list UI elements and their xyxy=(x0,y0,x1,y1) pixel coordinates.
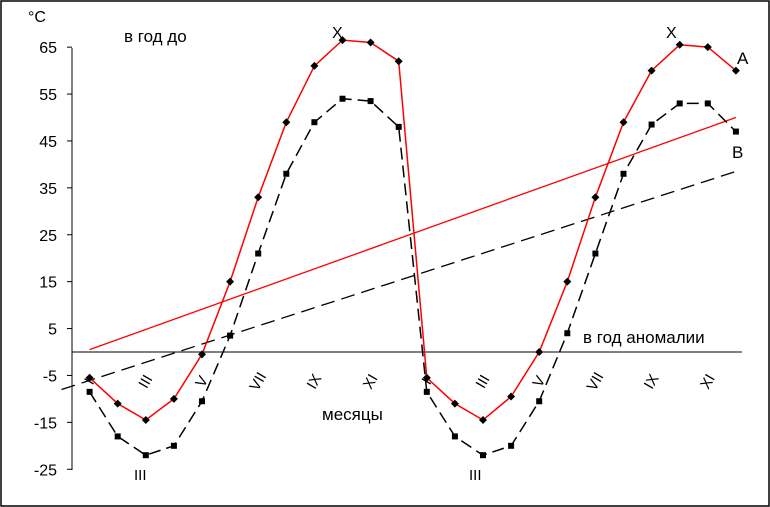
point-a xyxy=(338,36,347,45)
point-b xyxy=(676,100,683,107)
point-a xyxy=(647,66,656,75)
point-a xyxy=(254,193,263,202)
point-b xyxy=(367,98,374,105)
series-line-group xyxy=(88,39,737,457)
point-b xyxy=(227,332,234,339)
point-a xyxy=(169,394,178,403)
series-line-b xyxy=(88,97,737,457)
point-b xyxy=(423,388,430,395)
point-a xyxy=(85,373,94,382)
point-a xyxy=(226,277,235,286)
point-a xyxy=(366,38,375,47)
point-b xyxy=(648,121,655,128)
trough-marker-1: III xyxy=(134,467,147,484)
point-a xyxy=(198,350,206,359)
point-a xyxy=(507,392,516,401)
point-a xyxy=(675,40,684,49)
month-tick-label: VII xyxy=(246,370,270,394)
peak-marker-2: X xyxy=(666,25,677,42)
y-tick-label: 35 xyxy=(39,181,57,198)
unit-label: °C xyxy=(28,9,46,26)
point-b xyxy=(199,398,205,405)
series-marker-group xyxy=(85,36,740,459)
point-a xyxy=(563,277,572,286)
y-tick-label: 65 xyxy=(39,40,57,57)
point-a xyxy=(282,118,291,127)
y-tick-label: 55 xyxy=(39,87,57,104)
y-tick-label: -25 xyxy=(34,462,57,479)
series-line-a xyxy=(89,39,737,421)
annotation-year-before: в год до xyxy=(124,27,187,46)
point-b xyxy=(283,170,290,177)
point-b xyxy=(170,442,177,449)
y-tick-group: 65 55 45 35 25 15 5 -5 -15 -25 xyxy=(34,40,72,479)
point-b xyxy=(339,95,346,102)
annotation-months: месяцы xyxy=(322,405,383,424)
point-a xyxy=(731,66,740,75)
point-b xyxy=(732,128,739,135)
point-b xyxy=(255,250,262,257)
series-a-label: A xyxy=(737,49,749,68)
y-tick-label: -5 xyxy=(43,368,57,385)
point-a xyxy=(619,118,628,127)
point-a xyxy=(141,416,150,425)
point-a xyxy=(394,57,403,66)
trough-marker-2: III xyxy=(469,467,482,484)
point-b xyxy=(620,170,627,177)
trend-line-a xyxy=(89,116,737,351)
point-a xyxy=(591,193,600,202)
point-a xyxy=(113,399,122,408)
point-b xyxy=(480,452,486,459)
point-a xyxy=(310,61,319,70)
y-tick-label: 25 xyxy=(39,228,57,245)
point-a xyxy=(422,373,431,382)
point-b xyxy=(114,433,121,440)
trend-line-b xyxy=(61,170,737,391)
peak-marker-1: X xyxy=(332,25,343,42)
y-tick-label: -15 xyxy=(34,415,57,432)
y-tick-label: 15 xyxy=(39,275,57,292)
point-b xyxy=(311,119,318,126)
point-b xyxy=(536,398,543,405)
point-b xyxy=(704,100,711,107)
y-tick-label: 5 xyxy=(48,322,57,339)
point-b xyxy=(592,250,599,257)
point-b xyxy=(395,123,402,130)
trend-line-group xyxy=(61,116,737,391)
point-b xyxy=(451,433,458,440)
point-b xyxy=(86,388,93,395)
series-b-label: B xyxy=(732,143,743,162)
y-tick-label: 45 xyxy=(39,134,57,151)
month-tick-label: VII xyxy=(584,370,608,394)
point-b xyxy=(142,452,149,459)
point-a xyxy=(703,43,712,52)
annotation-anomaly-year: в год аномалии xyxy=(583,328,705,347)
point-a xyxy=(535,348,544,356)
point-a xyxy=(450,399,459,408)
point-b xyxy=(508,442,515,449)
point-a xyxy=(479,416,487,425)
point-b xyxy=(564,330,571,337)
